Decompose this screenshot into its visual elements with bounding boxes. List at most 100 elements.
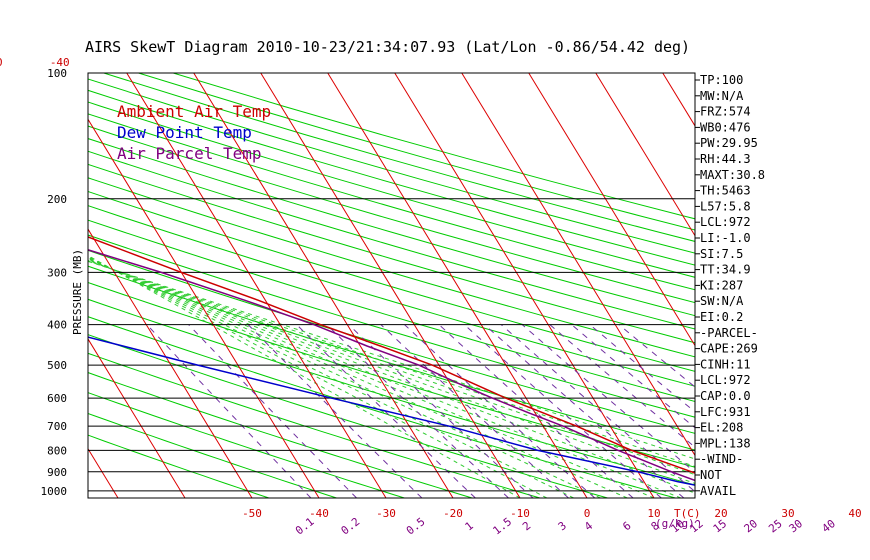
top-temp-tick-label: -50: [0, 56, 3, 69]
index-label: -PARCEL-: [700, 326, 758, 340]
isotherm: [528, 73, 695, 347]
series-line: [88, 249, 695, 482]
pressure-tick-label: 100: [47, 67, 67, 80]
mixing-ratio-tick-label: 3: [556, 519, 569, 533]
dry-adiabat: [88, 177, 695, 358]
dry-adiabat: [88, 265, 695, 451]
pressure-tick-label: 600: [47, 392, 67, 405]
y-axis-label: PRESSURE (MB): [71, 249, 84, 335]
mixing-ratio-tick-label: 10: [669, 517, 687, 535]
bottom-temp-tick-label: -40: [309, 507, 329, 520]
isotherm: [595, 73, 695, 237]
mixing-ratio-ticks: 0.1 0.2 0.5 1 1.5 2 3 4 6 8 10 12 15 20 25 30 40: [293, 515, 838, 538]
dry-adiabat: [88, 352, 541, 498]
bottom-temp-tick-label: -30: [376, 507, 396, 520]
dry-adiabat: [88, 89, 695, 266]
index-label: LI:-1.0: [700, 231, 751, 245]
dry-adiabat: [88, 78, 695, 254]
dry-adiabat: [88, 113, 695, 291]
dry-adiabat: [88, 316, 676, 498]
dry-adiabat: [88, 163, 695, 344]
dry-adiabat: [88, 281, 695, 468]
pressure-tick-label: 400: [47, 319, 67, 332]
mixing-ratio-line: [438, 324, 634, 498]
pressure-tick-labels: 100 200 300 400 500 600 700 800 900 1000: [41, 67, 68, 498]
dry-adiabat: [88, 101, 695, 278]
mixing-ratio-line: [618, 324, 695, 388]
index-label: NOT: [700, 468, 722, 482]
mixing-ratio-line: [296, 324, 476, 498]
dry-adiabat: [88, 249, 695, 434]
mixing-ratio-tick-label: 0.5: [404, 515, 428, 537]
series-layer: [88, 236, 695, 486]
index-label: EI:0.2: [700, 310, 743, 324]
mixing-ratio-tick-label: 6: [620, 519, 633, 533]
mixing-ratio-tick-label: 4: [582, 519, 596, 534]
dry-adiabat: [88, 205, 695, 387]
mixing-ratio-unit-label: (g/kg): [655, 517, 695, 530]
isotherm: [88, 228, 253, 498]
isotherm: [461, 73, 695, 457]
index-label: SI:7.5: [700, 247, 743, 261]
legend-entry: Air Parcel Temp: [117, 144, 262, 163]
legend-entry: Ambient Air Temp: [117, 102, 271, 121]
top-temp-ticks: -120-110-100-90-80-70-60-50-40: [0, 56, 70, 69]
bottom-temp-tick-label: 40: [848, 507, 861, 520]
dry-adiabat: [88, 412, 337, 498]
isotherm: [394, 73, 655, 498]
mixing-ratio-tick-label: 25: [766, 517, 784, 535]
bottom-temp-tick-label: -20: [443, 507, 463, 520]
index-label: LCL:972: [700, 215, 751, 229]
index-label: MW:N/A: [700, 89, 744, 103]
isotherm: [88, 338, 186, 498]
index-label: PW:29.95: [700, 136, 758, 150]
bottom-temp-tick-label: 20: [714, 507, 727, 520]
moist-adiabat: [88, 260, 695, 460]
mixing-ratio-tick-label: 0.2: [339, 515, 363, 537]
dry-adiabat: [88, 334, 608, 498]
mixing-ratio-tick-label: 15: [711, 517, 729, 535]
dry-adiabat: [88, 392, 405, 498]
mixing-ratio-tick-label: 12: [687, 517, 705, 535]
series-line: [88, 336, 695, 486]
mixing-ratio-line: [549, 324, 695, 448]
pressure-tick-label: 200: [47, 193, 67, 206]
dry-adiabat: [88, 434, 270, 498]
mixing-ratio-tick-label: 40: [819, 517, 837, 535]
isotherm: [88, 447, 119, 498]
dry-adiabat: [88, 372, 473, 498]
mixing-ratio-line: [348, 324, 534, 498]
index-label: RH:44.3: [700, 152, 751, 166]
isotherm: [327, 73, 588, 498]
index-label: WB0:476: [700, 120, 751, 134]
index-label: MPL:138: [700, 436, 751, 450]
index-label: -WIND-: [700, 452, 743, 466]
index-label: CINH:11: [700, 357, 751, 371]
moist-adiabat: [88, 255, 548, 498]
mixing-ratio-line: [326, 324, 509, 498]
isotherm: [662, 73, 695, 127]
dry-adiabat: [88, 125, 695, 304]
index-label: L57:5.8: [700, 199, 751, 213]
dry-adiabat: [88, 190, 695, 372]
mixing-ratio-line: [380, 324, 569, 498]
legend: Ambient Air Temp Dew Point Temp Air Parcel…: [117, 102, 271, 163]
index-label: LCL:972: [700, 373, 751, 387]
dry-adiabat: [88, 234, 695, 418]
mixing-ratio-line: [247, 324, 423, 498]
legend-entry: Dew Point Temp: [117, 123, 252, 142]
top-temp-tick-label: -40: [50, 56, 70, 69]
moist-adiabat: [88, 260, 695, 476]
index-label: KI:287: [700, 278, 743, 292]
index-label: SW:N/A: [700, 294, 744, 308]
index-label: MAXT:30.8: [700, 168, 765, 182]
bottom-temp-tick-label: 10: [647, 507, 660, 520]
chart-title: AIRS SkewT Diagram 2010-10-23/21:34:07.9…: [85, 38, 690, 56]
moist-adiabat: [88, 258, 681, 498]
bottom-temp-tick-label: -10: [510, 507, 530, 520]
isotherm: [126, 73, 387, 498]
series-line: [88, 236, 695, 474]
mixing-ratio-tick-label: 2: [520, 519, 533, 533]
index-label: AVAIL: [700, 484, 736, 498]
